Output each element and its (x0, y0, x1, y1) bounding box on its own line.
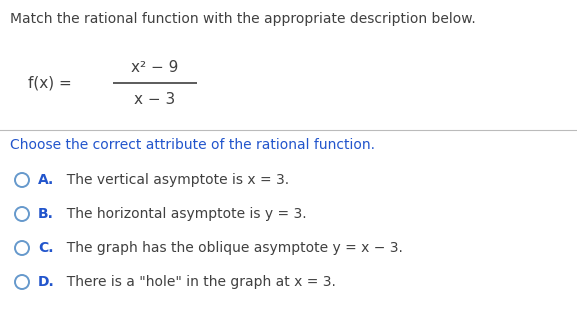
Text: B.: B. (38, 207, 54, 221)
Text: A.: A. (38, 173, 54, 187)
Text: Match the rational function with the appropriate description below.: Match the rational function with the app… (10, 12, 476, 26)
Text: D.: D. (38, 275, 55, 289)
Text: The vertical asymptote is x = 3.: The vertical asymptote is x = 3. (58, 173, 289, 187)
Text: There is a "hole" in the graph at x = 3.: There is a "hole" in the graph at x = 3. (58, 275, 336, 289)
Text: f(x) =: f(x) = (28, 76, 72, 90)
Text: The horizontal asymptote is y = 3.: The horizontal asymptote is y = 3. (58, 207, 306, 221)
Text: x − 3: x − 3 (134, 93, 175, 107)
Text: x² − 9: x² − 9 (132, 59, 179, 75)
Text: Choose the correct attribute of the rational function.: Choose the correct attribute of the rati… (10, 138, 375, 152)
Text: The graph has the oblique asymptote y = x − 3.: The graph has the oblique asymptote y = … (58, 241, 403, 255)
Text: C.: C. (38, 241, 54, 255)
